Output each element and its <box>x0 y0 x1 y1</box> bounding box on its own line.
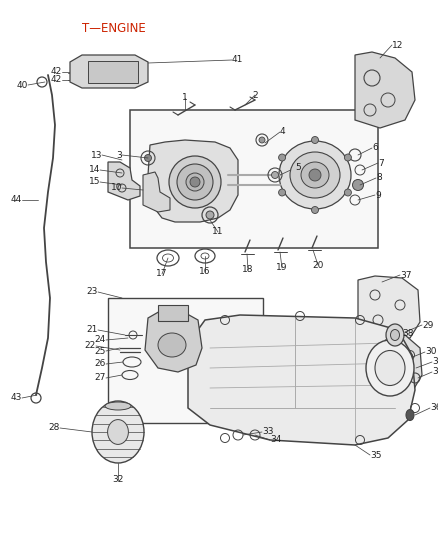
Ellipse shape <box>279 141 351 209</box>
Circle shape <box>353 180 364 190</box>
Ellipse shape <box>366 340 414 396</box>
Circle shape <box>190 177 200 187</box>
Circle shape <box>344 154 351 161</box>
Text: 6: 6 <box>372 143 378 152</box>
Bar <box>130 110 378 248</box>
Text: 16: 16 <box>199 268 211 277</box>
Ellipse shape <box>186 173 204 191</box>
Circle shape <box>145 155 152 161</box>
Text: 24: 24 <box>95 335 106 344</box>
Ellipse shape <box>108 419 128 445</box>
Text: 42: 42 <box>51 68 62 77</box>
Circle shape <box>272 172 279 179</box>
Circle shape <box>279 154 286 161</box>
Circle shape <box>311 206 318 214</box>
Text: 35: 35 <box>370 450 381 459</box>
Ellipse shape <box>386 324 404 346</box>
Text: 10: 10 <box>110 183 122 192</box>
Text: 44: 44 <box>11 196 22 205</box>
Circle shape <box>344 189 351 196</box>
Ellipse shape <box>391 329 399 341</box>
Text: 41: 41 <box>232 55 244 64</box>
Text: 26: 26 <box>95 359 106 368</box>
Polygon shape <box>145 310 202 372</box>
Circle shape <box>309 169 321 181</box>
Text: 23: 23 <box>87 287 98 296</box>
Ellipse shape <box>177 164 213 200</box>
Ellipse shape <box>406 409 414 421</box>
Ellipse shape <box>169 156 221 208</box>
Ellipse shape <box>375 351 405 385</box>
Text: 21: 21 <box>87 326 98 335</box>
Text: 5: 5 <box>295 164 301 173</box>
Text: 17: 17 <box>156 270 168 279</box>
Text: 7: 7 <box>378 158 384 167</box>
Text: 15: 15 <box>88 177 100 187</box>
Text: 14: 14 <box>88 166 100 174</box>
Text: 27: 27 <box>95 374 106 383</box>
Polygon shape <box>188 315 415 445</box>
Text: 19: 19 <box>276 263 288 272</box>
Text: 33: 33 <box>262 427 273 437</box>
Text: 18: 18 <box>242 265 254 274</box>
Text: 40: 40 <box>17 80 28 90</box>
Text: 2: 2 <box>252 91 258 100</box>
Text: 32: 32 <box>112 475 124 484</box>
Ellipse shape <box>158 333 186 357</box>
Text: 25: 25 <box>95 346 106 356</box>
Text: 28: 28 <box>49 424 60 432</box>
Text: 11: 11 <box>212 228 224 237</box>
Text: 42: 42 <box>51 76 62 85</box>
Text: 34: 34 <box>270 435 281 445</box>
Circle shape <box>311 136 318 143</box>
Text: 36: 36 <box>430 403 438 413</box>
Polygon shape <box>108 162 140 200</box>
Bar <box>108 298 263 423</box>
Text: 1: 1 <box>182 93 188 102</box>
Polygon shape <box>70 55 148 88</box>
Text: 20: 20 <box>312 261 324 270</box>
Text: T—ENGINE: T—ENGINE <box>82 21 146 35</box>
Ellipse shape <box>92 401 144 463</box>
Text: 3: 3 <box>116 150 122 159</box>
Bar <box>88 61 138 83</box>
Text: 12: 12 <box>392 41 403 50</box>
Text: 13: 13 <box>91 150 102 159</box>
Text: 31: 31 <box>432 367 438 376</box>
Circle shape <box>279 189 286 196</box>
Text: 22: 22 <box>85 342 96 351</box>
Circle shape <box>206 211 214 219</box>
Polygon shape <box>143 172 170 212</box>
Text: 9: 9 <box>375 190 381 199</box>
Text: 4: 4 <box>280 127 286 136</box>
Polygon shape <box>358 332 422 398</box>
Text: 38: 38 <box>402 328 413 337</box>
Text: 30: 30 <box>425 348 437 357</box>
Polygon shape <box>355 52 415 128</box>
Text: 37: 37 <box>400 271 411 279</box>
Ellipse shape <box>301 162 329 188</box>
Text: 29: 29 <box>422 320 433 329</box>
Circle shape <box>259 137 265 143</box>
Ellipse shape <box>290 152 340 198</box>
Polygon shape <box>358 276 420 340</box>
Ellipse shape <box>105 402 131 410</box>
Text: 43: 43 <box>11 393 22 402</box>
Text: 8: 8 <box>376 174 382 182</box>
Text: 39: 39 <box>432 358 438 367</box>
Bar <box>158 305 188 321</box>
Polygon shape <box>148 140 238 222</box>
